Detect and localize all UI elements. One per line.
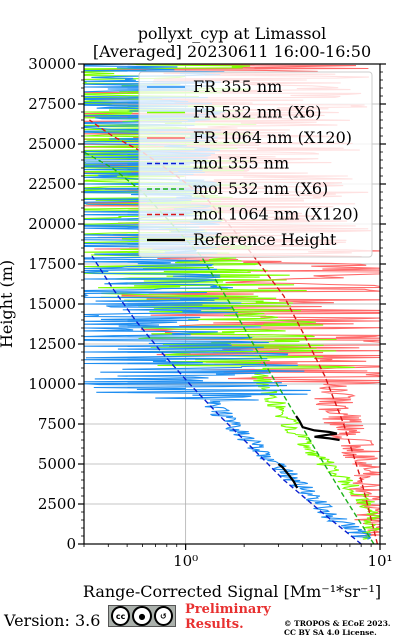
legend-label-2: FR 1064 nm (X120)	[193, 128, 352, 147]
legend-label-5: mol 1064 nm (X120)	[193, 205, 359, 224]
copyright-line1: © TROPOS & ECoE 2023.	[284, 619, 391, 628]
legend-label-0: FR 355 nm	[193, 77, 282, 96]
x-tick-label-0: 10⁰	[173, 552, 198, 570]
legend-label-6: Reference Height	[193, 230, 337, 249]
plot-area: 0 2500 5000 7500 10000 12500 15000 17500 20000 22…	[28, 55, 392, 570]
legend-label-1: FR 532 nm (X6)	[193, 103, 321, 122]
y-tick-label-6: 15000	[28, 295, 76, 313]
y-tick-label-11: 27500	[28, 95, 76, 113]
preliminary-line1: Preliminary	[185, 602, 271, 617]
copyright-line2: CC BY SA 4.0 License.	[284, 628, 377, 637]
series-line-4	[83, 151, 375, 545]
y-tick-label-4: 10000	[28, 375, 76, 393]
chart-title-line2: [Averaged] 20230611 16:00-16:50	[93, 42, 371, 61]
series-line-3	[91, 255, 362, 545]
y-tick-label-10: 25000	[28, 135, 76, 153]
version-label: Version: 3.6	[4, 611, 101, 630]
series-line-5	[89, 119, 379, 545]
y-axis-label: Height (m)	[0, 260, 16, 348]
y-tick-label-8: 20000	[28, 215, 76, 233]
y-tick-label-7: 17500	[28, 255, 76, 273]
y-tick-label-0: 0	[66, 535, 76, 553]
cc-by-sa-icon[interactable]: cc ● ↺	[108, 605, 176, 627]
y-tick-label-5: 12500	[28, 335, 76, 353]
sa-icon: ↺	[153, 606, 173, 626]
reference-height-segment-1	[295, 415, 340, 442]
y-tick-label-12: 30000	[28, 55, 76, 73]
x-tick-label-1: 10¹	[367, 552, 392, 570]
reference-height-segment-0	[277, 463, 299, 489]
cc-icon: cc	[111, 606, 131, 626]
legend-label-4: mol 532 nm (X6)	[193, 179, 328, 198]
by-icon: ●	[132, 606, 152, 626]
y-tick-label-2: 5000	[38, 455, 76, 473]
y-tick-label-1: 2500	[38, 495, 76, 513]
y-tick-label-3: 7500	[38, 415, 76, 433]
copyright-note: © TROPOS & ECoE 2023. CC BY SA 4.0 Licen…	[284, 619, 391, 637]
legend-box	[138, 71, 373, 258]
preliminary-line2: Results.	[185, 617, 244, 632]
chart-title-line1: pollyxt_cyp at Limassol	[138, 24, 327, 43]
y-tick-label-9: 22500	[28, 175, 76, 193]
x-axis-label: Range-Corrected Signal [Mm⁻¹*sr⁻¹]	[83, 582, 381, 601]
preliminary-results-note: Preliminary Results.	[185, 602, 271, 632]
legend-label-3: mol 355 nm	[193, 154, 289, 173]
